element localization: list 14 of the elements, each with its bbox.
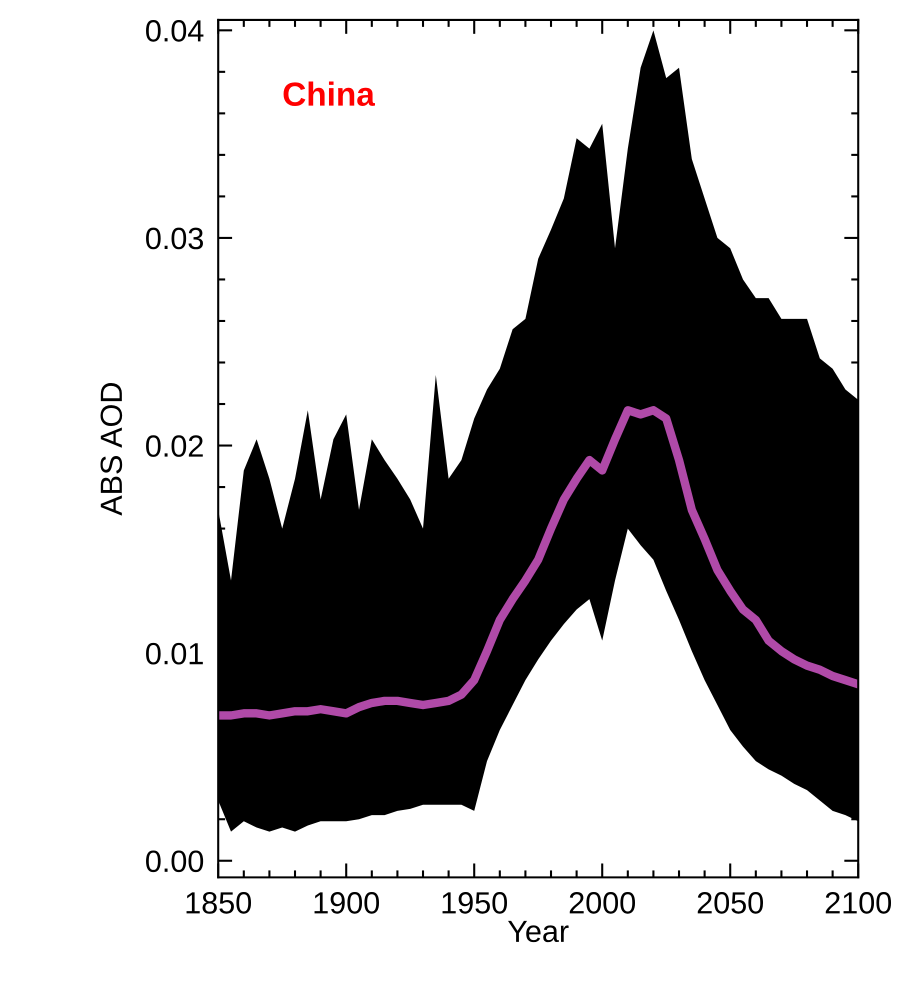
y-tick-label: 0.00 <box>146 850 204 872</box>
y-tick-label: 0.01 <box>146 642 203 665</box>
x-axis-title: Year <box>508 920 569 942</box>
annotation: China <box>284 82 376 106</box>
x-tick-label: 1950 <box>442 892 508 914</box>
x-tick-label: 1900 <box>314 892 380 914</box>
y-tick-label: 0.04 <box>146 20 204 42</box>
y-axis-title: ABS AOD <box>100 383 122 516</box>
x-tick-label: 2100 <box>826 892 892 914</box>
y-tick-label: 0.02 <box>146 435 203 457</box>
x-tick-label: 1850 <box>186 892 251 914</box>
y-tick-label: 0.03 <box>146 228 203 250</box>
x-tick-label: 2050 <box>698 892 764 914</box>
x-tick-label: 2000 <box>570 892 636 914</box>
